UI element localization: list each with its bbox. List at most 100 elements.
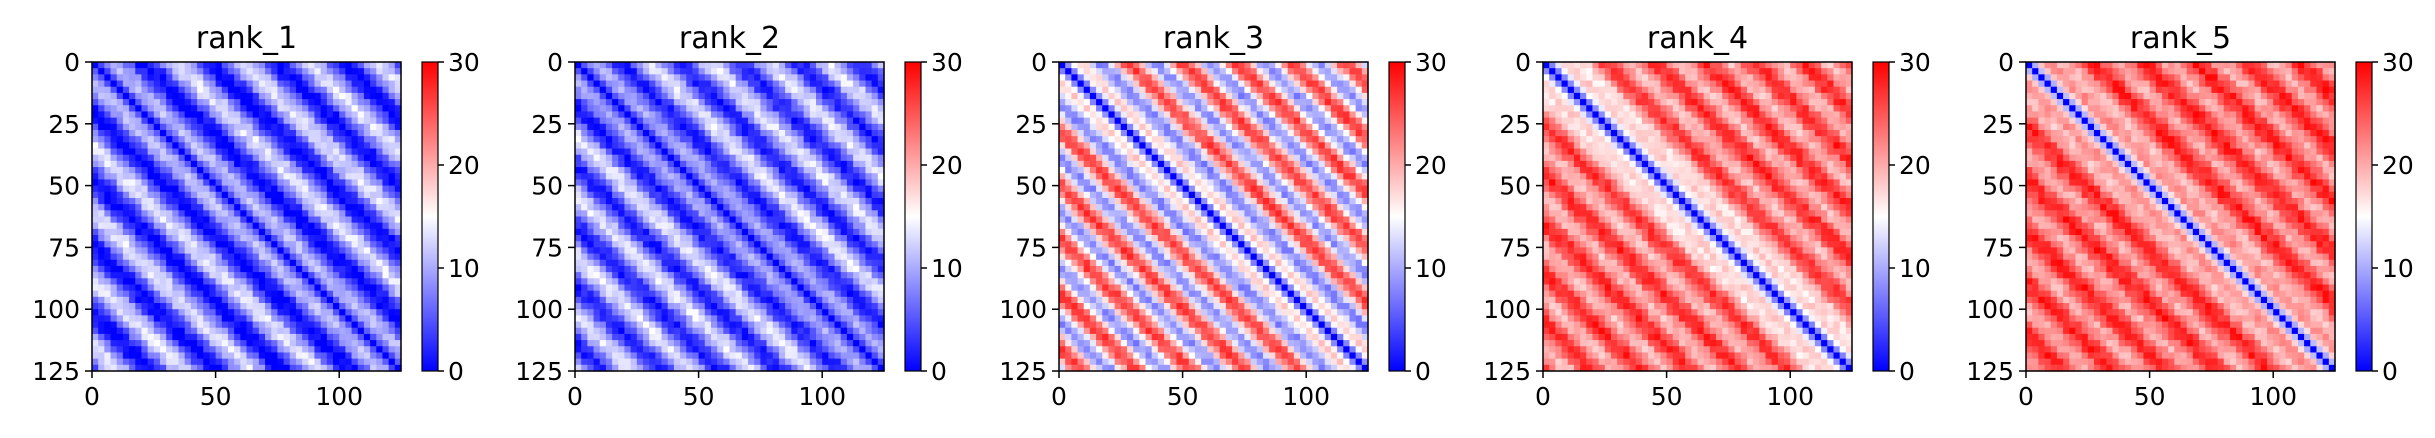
heatmap-cell xyxy=(605,86,613,94)
heatmap-cell xyxy=(636,333,644,341)
heatmap-cell xyxy=(172,303,180,310)
heatmap-cell xyxy=(258,123,266,131)
heatmap-cell xyxy=(258,235,266,242)
heatmap-cell xyxy=(760,68,768,75)
heatmap-cell xyxy=(822,197,829,205)
heatmap-cell xyxy=(605,284,613,292)
heatmap-cell xyxy=(698,296,706,304)
heatmap-cell xyxy=(104,327,112,335)
heatmap-cell xyxy=(92,352,99,360)
heatmap-cell xyxy=(104,191,112,199)
heatmap-cell xyxy=(630,173,638,181)
heatmap-cell xyxy=(277,235,285,242)
heatmap-cell xyxy=(599,154,607,162)
heatmap-cell xyxy=(141,265,149,273)
heatmap-cell xyxy=(277,191,285,199)
heatmap-cell xyxy=(271,204,278,211)
heatmap-cell xyxy=(135,111,143,119)
heatmap-cell xyxy=(704,303,712,310)
heatmap-cell xyxy=(135,340,143,347)
heatmap-cell xyxy=(129,167,136,174)
heatmap-cell xyxy=(376,253,384,261)
heatmap-cell xyxy=(326,253,334,261)
heatmap-cell xyxy=(655,173,663,181)
heatmap-cell xyxy=(605,117,613,125)
heatmap-cell xyxy=(766,315,774,323)
heatmap-cell xyxy=(104,358,112,366)
heatmap-cell xyxy=(116,278,124,286)
heatmap-cell xyxy=(265,173,272,181)
heatmap-cell xyxy=(822,86,829,94)
heatmap-cell xyxy=(339,197,346,205)
heatmap-cell xyxy=(320,278,328,286)
heatmap-cell xyxy=(135,333,143,341)
heatmap-cell xyxy=(320,247,328,255)
heatmap-cell xyxy=(587,136,595,143)
heatmap-cell xyxy=(877,117,885,125)
heatmap-cell xyxy=(363,278,371,286)
heatmap-cell xyxy=(382,185,390,193)
heatmap-cell xyxy=(865,191,873,199)
heatmap-cell xyxy=(209,327,217,335)
heatmap-cell xyxy=(717,290,724,298)
heatmap-cell xyxy=(587,222,595,230)
heatmap-cell xyxy=(698,154,706,162)
heatmap-cell xyxy=(772,129,780,137)
heatmap-cell xyxy=(865,327,873,335)
heatmap-cell xyxy=(295,86,303,94)
heatmap-cell xyxy=(748,235,755,242)
heatmap-cell xyxy=(320,346,328,354)
heatmap-cell xyxy=(871,296,879,304)
heatmap-cell xyxy=(345,173,353,181)
heatmap-cell xyxy=(339,296,346,304)
heatmap-cell xyxy=(717,173,724,181)
heatmap-cell xyxy=(624,173,632,181)
heatmap-cell xyxy=(92,68,99,75)
heatmap-cell xyxy=(649,197,656,205)
heatmap-cell xyxy=(871,309,879,316)
heatmap-cell xyxy=(166,216,173,224)
heatmap-cell xyxy=(215,129,223,137)
heatmap-cell xyxy=(289,222,297,230)
heatmap-cell xyxy=(153,327,161,335)
heatmap-cell xyxy=(320,197,328,205)
heatmap-cell xyxy=(686,129,694,137)
heatmap-cell xyxy=(153,99,161,106)
heatmap-cell xyxy=(785,173,792,181)
heatmap-cell xyxy=(308,222,316,230)
heatmap-cell xyxy=(277,148,285,156)
heatmap-cell xyxy=(754,290,761,298)
heatmap-cell xyxy=(686,222,694,230)
heatmap-cell xyxy=(277,284,285,292)
heatmap-cell xyxy=(642,117,650,125)
heatmap-cell xyxy=(816,309,823,316)
heatmap-cell xyxy=(314,340,322,347)
heatmap-cell xyxy=(680,92,687,100)
heatmap-cell xyxy=(704,352,712,360)
heatmap-cell xyxy=(729,228,737,236)
heatmap-cell xyxy=(357,179,365,187)
heatmap-cell xyxy=(692,62,700,69)
heatmap-cell xyxy=(729,191,737,199)
heatmap-cell xyxy=(642,235,650,242)
heatmap-cell xyxy=(599,333,607,341)
heatmap-cell xyxy=(197,173,204,181)
heatmap-cell xyxy=(203,222,211,230)
heatmap-cell xyxy=(153,303,161,310)
heatmap-cell xyxy=(877,191,885,199)
heatmap-cell xyxy=(581,364,588,372)
heatmap-cell xyxy=(190,364,198,372)
heatmap-cell xyxy=(116,247,124,255)
heatmap-cell xyxy=(797,68,805,75)
heatmap-cell xyxy=(717,241,724,248)
heatmap-cell xyxy=(382,315,390,323)
heatmap-cell xyxy=(686,117,694,125)
heatmap-cell xyxy=(809,315,817,323)
heatmap-cell xyxy=(593,284,601,292)
heatmap-cell xyxy=(741,340,749,347)
x-tick-label: 50 xyxy=(200,382,232,411)
heatmap-cell xyxy=(147,278,155,286)
heatmap-cell xyxy=(778,247,786,255)
heatmap-cell xyxy=(159,62,167,69)
heatmap-cell xyxy=(624,185,632,193)
